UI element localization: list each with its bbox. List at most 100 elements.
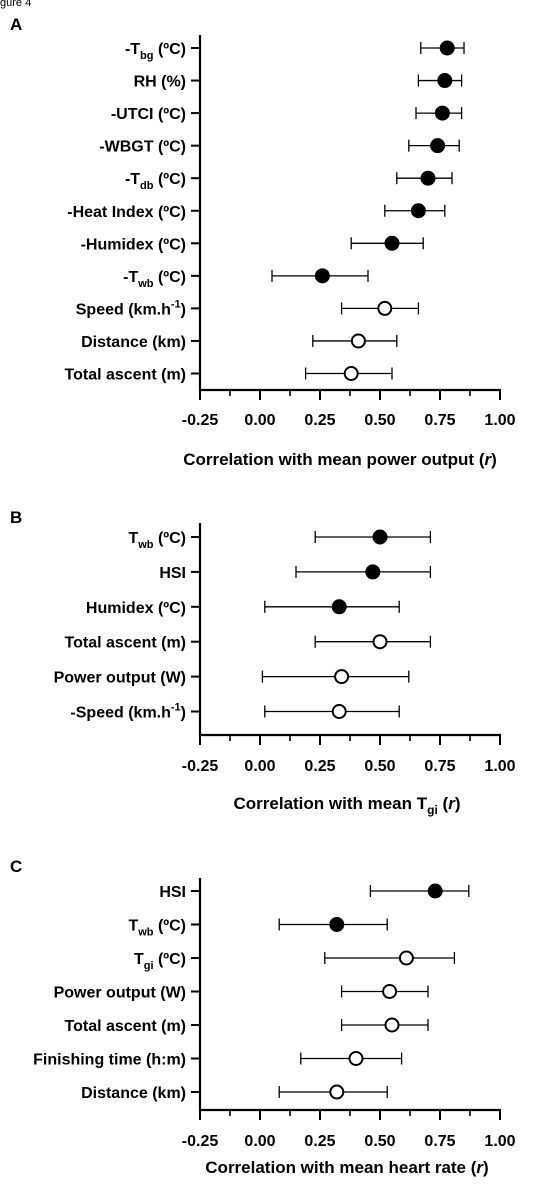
figure-label: gure 4 [0,0,32,9]
x-tick-label: 0.50 [364,1133,395,1150]
forest-row: Power output (W) [54,669,410,687]
text-part: -UTCI (ºC) [111,106,186,123]
forest-row: Speed (km.h-1) [76,298,420,318]
text-part: r [484,450,492,469]
panel-letter: A [10,15,22,34]
y-tick-label: Speed (km.h-1) [76,298,186,318]
x-tick-label: 0.00 [244,1133,275,1150]
point-filled [372,529,388,545]
point-filled [439,40,455,56]
text-part: Correlation with mean heart rate ( [205,1158,476,1177]
point-filled [430,138,446,154]
text-part: HSI [159,565,186,582]
forest-row: HSI [159,883,470,901]
text-part: -T [125,171,140,188]
y-tick-label: Tgi (ºC) [134,951,186,972]
x-tick-label: 0.00 [244,758,275,775]
point-filled [434,105,450,121]
x-axis-label: Correlation with mean Tgi (r) [234,794,461,817]
y-tick-label: RH (%) [134,74,186,91]
text-part: (ºC) [154,171,187,188]
text-part: (ºC) [154,269,187,286]
y-tick-label: Humidex (ºC) [86,600,186,617]
panel-a: A -0.25 0.00 0.25 0.50 0.75 1.00 Correlation wi… [10,15,516,469]
text-part: Humidex (ºC) [86,600,186,617]
text-part: ) [491,450,497,469]
point-open [398,950,414,966]
text-part: -T [123,269,138,286]
forest-row: -UTCI (ºC) [111,105,463,123]
text-part: -Speed (km.h [70,705,170,722]
text-part: ) [181,705,186,722]
text-part: (ºC) [154,918,187,935]
text-part: -1 [171,298,181,310]
x-axis-label: Correlation with mean power output (r) [183,450,497,469]
text-part: wb [137,278,154,290]
text-part: ( [438,794,449,813]
x-tick-label: 0.25 [304,758,335,775]
y-tick-label: -UTCI (ºC) [111,106,186,123]
point-filled [331,599,347,615]
text-part: -T [125,41,140,58]
text-part: Correlation with mean power output ( [183,450,485,469]
x-tick-label: 1.00 [484,412,515,429]
x-tick-label: 0.75 [424,412,455,429]
text-part: -1 [171,702,181,714]
point-filled [420,170,436,186]
point-filled [437,73,453,89]
point-filled [384,235,400,251]
point-open [331,704,347,719]
forest-row: -Humidex (ºC) [81,235,424,253]
x-tick-label: 1.00 [484,1133,515,1150]
forest-row: -WBGT (ºC) [99,138,460,156]
point-open [334,669,350,685]
forest-row: -Tbg (ºC) [125,40,465,62]
forest-row: Humidex (ºC) [86,599,400,617]
point-filled [329,917,345,932]
point-open [372,634,388,650]
y-tick-label: Total ascent (m) [65,367,187,384]
point-open [343,366,359,381]
text-part: Finishing time (h:m) [33,1052,186,1069]
text-part: Distance (km) [81,1085,186,1102]
y-tick-label: Distance (km) [81,1085,186,1102]
panel-letter: C [10,857,22,876]
y-tick-label: Distance (km) [81,334,186,351]
text-part: (ºC) [154,41,187,58]
x-tick-label: 0.25 [304,1133,335,1150]
x-tick-label: 0.50 [364,412,395,429]
text-part: bg [140,50,153,62]
forest-row: Total ascent (m) [65,1017,429,1035]
text-part: Distance (km) [81,334,186,351]
y-tick-label: Finishing time (h:m) [33,1052,186,1069]
point-filled [314,268,330,284]
text-part: T [134,951,144,968]
text-part: Total ascent (m) [65,367,187,384]
text-part: Total ascent (m) [65,1018,187,1035]
y-tick-label: HSI [159,884,186,901]
text-part: ) [483,1158,489,1177]
panel-c: C -0.25 0.00 0.25 0.50 0.75 1.00 Correlation wi… [10,857,516,1177]
text-part: Power output (W) [54,670,186,687]
forest-row: Power output (W) [54,984,429,1002]
point-filled [365,564,381,580]
text-part: RH (%) [134,74,186,91]
x-tick-label: 0.25 [304,412,335,429]
y-tick-label: -Tbg (ºC) [125,41,186,62]
forest-row: Total ascent (m) [65,634,432,652]
x-tick-label: -0.25 [182,1133,219,1150]
x-tick-label: 1.00 [484,758,515,775]
text-part: wb [137,539,154,551]
forest-row: Total ascent (m) [65,366,393,384]
forest-row: -Speed (km.h-1) [70,702,400,722]
text-part: -Humidex (ºC) [81,236,186,253]
text-part: (ºC) [154,951,187,968]
text-part: HSI [159,884,186,901]
forest-row: Twb (ºC) [128,529,432,551]
text-part: gi [144,960,154,972]
forest-row: Distance (km) [81,1084,388,1102]
x-axis-label: Correlation with mean heart rate (r) [205,1158,488,1177]
text-part: wb [137,927,154,939]
text-part: ) [455,794,461,813]
